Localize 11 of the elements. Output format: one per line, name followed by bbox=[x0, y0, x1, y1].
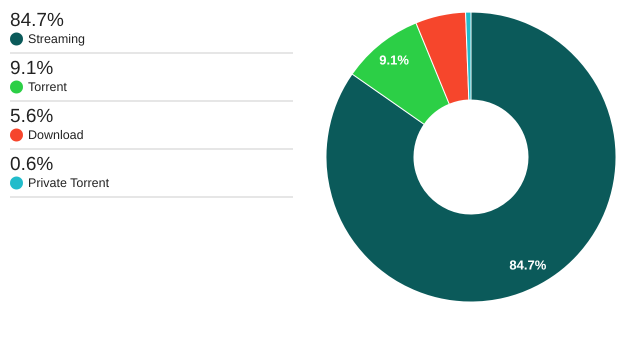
data-label: 9.1% bbox=[379, 52, 410, 68]
legend-label: Streaming bbox=[28, 32, 86, 46]
legend-label: Torrent bbox=[28, 80, 68, 94]
legend-label: Download bbox=[28, 128, 84, 142]
data-label: 5.6% bbox=[10, 106, 54, 127]
donut-slice bbox=[326, 12, 616, 302]
legend-label: Private Torrent bbox=[28, 176, 110, 190]
text: 9.1% bbox=[10, 58, 54, 79]
data-label: 84.7% bbox=[509, 258, 547, 272]
text: 84.7% bbox=[10, 10, 64, 31]
data-label: 0.6% bbox=[10, 154, 54, 175]
